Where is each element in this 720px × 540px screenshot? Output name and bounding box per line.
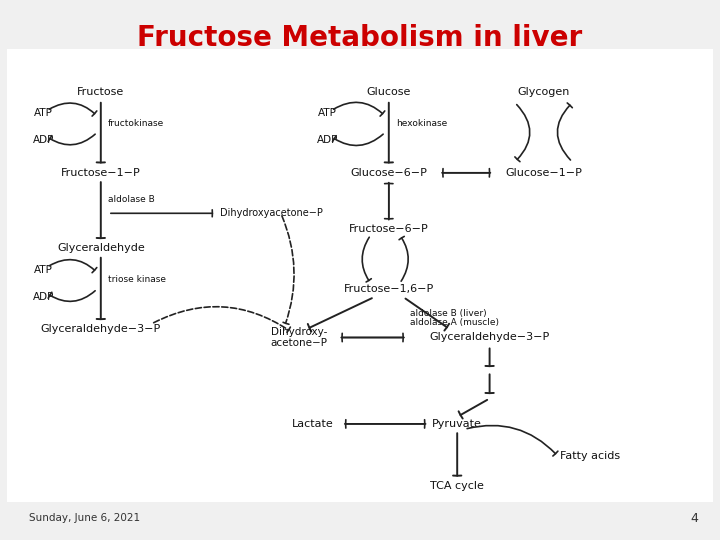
Text: aldolase B (liver): aldolase B (liver)	[410, 309, 487, 318]
Text: Fructose Metabolism in liver: Fructose Metabolism in liver	[138, 24, 582, 52]
Text: ATP: ATP	[34, 265, 53, 275]
Text: Sunday, June 6, 2021: Sunday, June 6, 2021	[29, 514, 140, 523]
Text: fructokinase: fructokinase	[108, 119, 164, 127]
Text: ATP: ATP	[34, 109, 53, 118]
Text: ADP: ADP	[32, 292, 54, 302]
Text: Glyceraldehyde−3−P: Glyceraldehyde−3−P	[40, 325, 161, 334]
Text: aldolase B: aldolase B	[108, 195, 155, 204]
Text: 4: 4	[690, 512, 698, 525]
Text: Lactate: Lactate	[292, 419, 334, 429]
Text: Glyceraldehyde−3−P: Glyceraldehyde−3−P	[429, 333, 550, 342]
Text: Glyceraldehyde: Glyceraldehyde	[57, 244, 145, 253]
Text: Glucose: Glucose	[366, 87, 411, 97]
Text: ATP: ATP	[318, 109, 337, 118]
FancyBboxPatch shape	[7, 49, 713, 502]
Text: ADP: ADP	[317, 136, 338, 145]
Text: triose kinase: triose kinase	[108, 275, 166, 284]
Text: Fructose−1,6−P: Fructose−1,6−P	[343, 284, 434, 294]
Text: ADP: ADP	[32, 136, 54, 145]
Text: Fructose−1−P: Fructose−1−P	[61, 168, 140, 178]
Text: Glycogen: Glycogen	[518, 87, 570, 97]
Text: Fructose−6−P: Fructose−6−P	[349, 225, 428, 234]
Text: Dihydroxy-
acetone−P: Dihydroxy- acetone−P	[270, 327, 328, 348]
Text: Glucose−1−P: Glucose−1−P	[505, 168, 582, 178]
Text: TCA cycle: TCA cycle	[431, 481, 484, 491]
Text: Fatty acids: Fatty acids	[560, 451, 621, 461]
Text: Glucose−6−P: Glucose−6−P	[351, 168, 427, 178]
Text: Pyruvate: Pyruvate	[432, 419, 482, 429]
Text: Fructose: Fructose	[77, 87, 125, 97]
Text: aldolase A (muscle): aldolase A (muscle)	[410, 319, 500, 327]
Text: hexokinase: hexokinase	[396, 119, 447, 127]
Text: Dihydroxyacetone−P: Dihydroxyacetone−P	[220, 208, 323, 218]
